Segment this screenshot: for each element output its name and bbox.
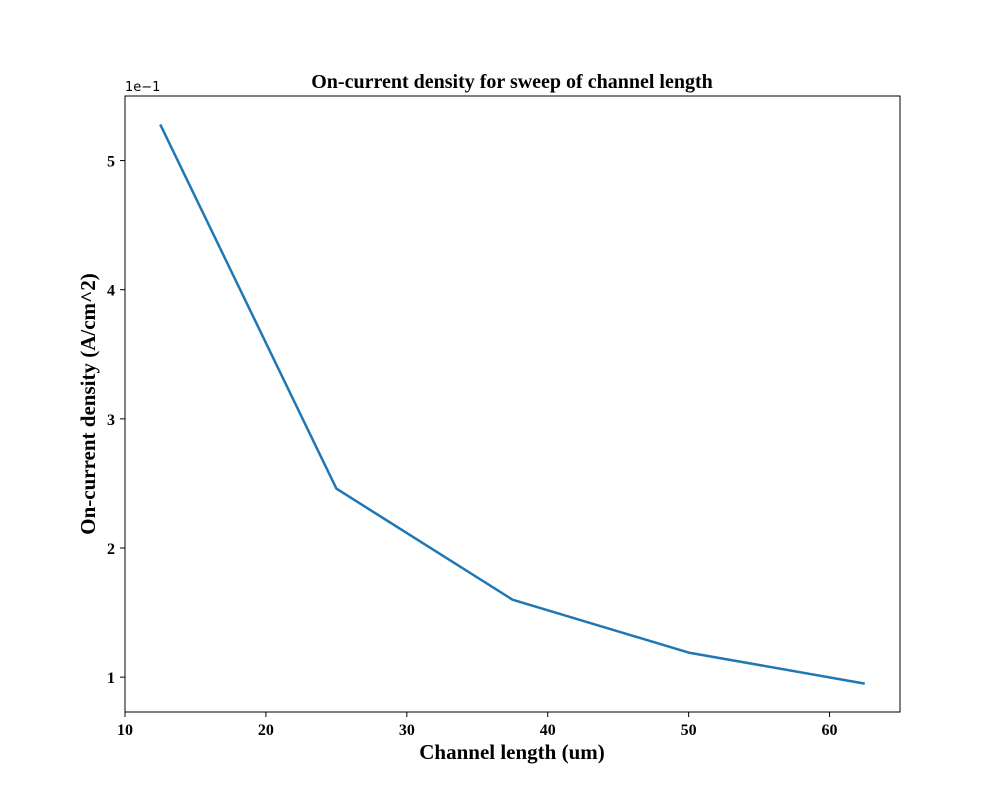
y-axis: 1 2 3 4 5 (107, 154, 125, 687)
y-tick-label: 5 (107, 154, 115, 171)
y-tick-label: 4 (107, 283, 115, 300)
x-tick-label: 60 (822, 722, 838, 739)
x-tick-label: 20 (258, 722, 274, 739)
y-axis-label: On-current density (A/cm^2) (76, 273, 100, 534)
x-axis-label: Channel length (um) (419, 740, 605, 764)
x-tick-label: 10 (117, 722, 133, 739)
y-offset-label: 1e−1 (125, 80, 160, 95)
x-tick-label: 30 (399, 722, 415, 739)
x-tick-label: 50 (681, 722, 697, 739)
x-axis: 10 20 30 40 50 60 (117, 712, 838, 739)
series-line-0 (159, 123, 865, 685)
x-tick-label: 40 (540, 722, 556, 739)
axes-frame (124, 95, 901, 713)
y-tick-label: 1 (107, 670, 115, 687)
chart-title: On-current density for sweep of channel … (311, 71, 712, 93)
plot-area (159, 123, 865, 685)
y-tick-label: 3 (107, 412, 115, 429)
y-tick-label: 2 (107, 541, 115, 558)
